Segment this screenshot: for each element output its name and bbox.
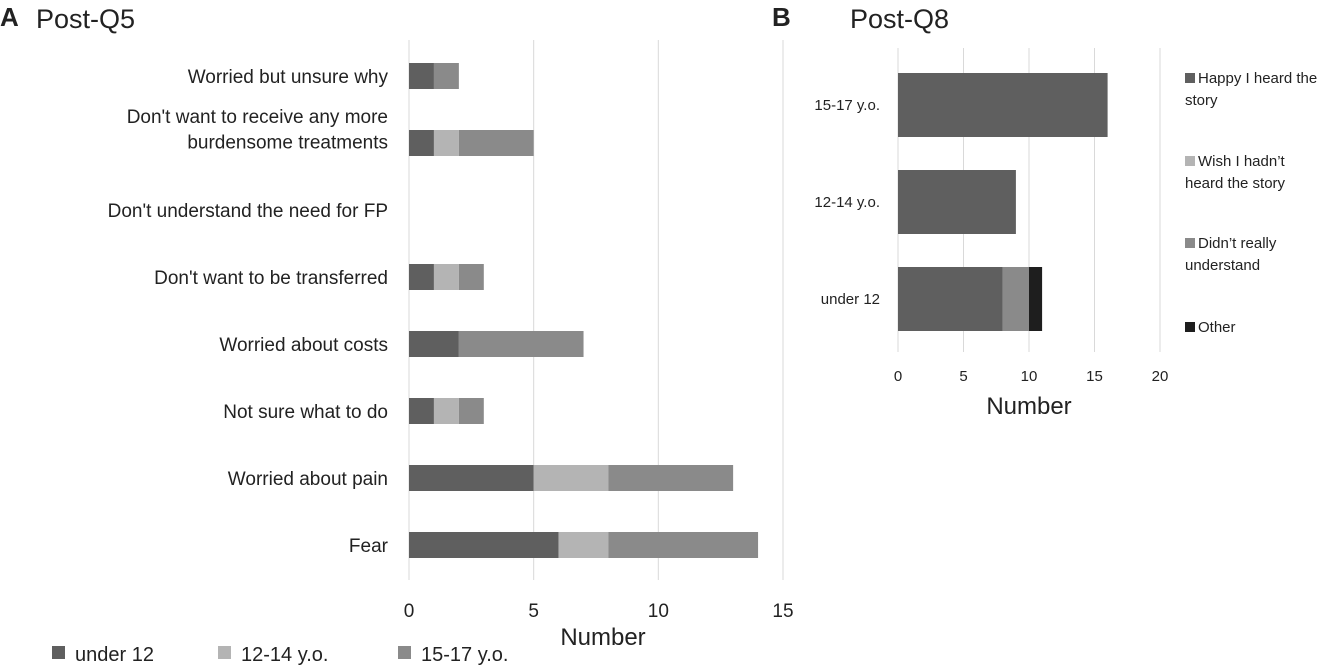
panel-a-bar-segment xyxy=(558,532,609,558)
panel-b-title: Post-Q8 xyxy=(850,4,949,34)
panel-a-legend-swatch xyxy=(52,646,65,659)
panel-a-xtick-label: 15 xyxy=(772,601,793,622)
panel-b-category-label: 12-14 y.o. xyxy=(814,194,880,211)
panel-a-letter: A xyxy=(0,2,19,32)
panel-b-category-label: 15-17 y.o. xyxy=(814,97,880,114)
panel-b-legend-swatch xyxy=(1185,73,1195,83)
panel-b-bar-segment xyxy=(898,73,1108,137)
panel-a-xtick-label: 0 xyxy=(404,601,415,622)
panel-a-bar-segment xyxy=(409,264,434,290)
panel-a-bar-segment xyxy=(409,130,434,156)
panel-b-legend-swatch xyxy=(1185,156,1195,166)
panel-b-legend-swatch xyxy=(1185,322,1195,332)
panel-a-bar-segment xyxy=(608,465,734,491)
panel-a-bar-segment xyxy=(409,63,434,89)
panel-a-legend-swatch xyxy=(398,646,411,659)
panel-a-legend-swatch xyxy=(218,646,231,659)
panel-b-xtick-label: 5 xyxy=(959,368,967,385)
panel-a-bar-segment xyxy=(433,398,459,424)
panel-b-bar-segment xyxy=(1029,267,1043,331)
panel-a-bar-segment xyxy=(433,130,459,156)
panel-b-legend-swatch xyxy=(1185,238,1195,248)
panel-b-legend-label: Other xyxy=(1198,319,1236,336)
panel-a-legend-label: 15-17 y.o. xyxy=(421,644,508,666)
panel-a-xtick-label: 5 xyxy=(528,601,539,622)
panel-a-legend-label: 12-14 y.o. xyxy=(241,644,328,666)
panel-a-category-label: Not sure what to do xyxy=(223,402,388,423)
panel-b-xlabel: Number xyxy=(986,393,1071,420)
panel-a-category-label: Don't want to receive any more burdensome… xyxy=(127,107,388,154)
panel-a-bar-segment xyxy=(433,63,459,89)
panel-a-bar-segment xyxy=(409,465,534,491)
panel-a-bar-segment xyxy=(608,532,759,558)
panel-b-legend-label: Didn’t really understand xyxy=(1185,235,1277,274)
panel-b-bar-segment xyxy=(1002,267,1029,331)
panel-b-category-label: under 12 xyxy=(821,291,880,308)
panel-b-bar-segment xyxy=(898,267,1003,331)
panel-a-bar-segment xyxy=(458,398,484,424)
panel-a-category-label: Fear xyxy=(349,536,389,557)
panel-a-bar-segment xyxy=(458,264,484,290)
panel-a-bar-segment xyxy=(409,532,559,558)
panel-a-xlabel: Number xyxy=(560,624,645,651)
panel-b-xtick-label: 15 xyxy=(1086,368,1103,385)
panel-b-letter: B xyxy=(772,2,791,32)
panel-a-category-label: Worried but unsure why xyxy=(188,67,389,88)
panel-a-category-label: Worried about costs xyxy=(219,335,388,356)
panel-b-bar-segment xyxy=(898,170,1016,234)
panel-a-title: Post-Q5 xyxy=(36,4,135,34)
panel-b-legend-label: Happy I heard the story xyxy=(1185,70,1317,109)
panel-b-legend-label: Wish I hadn’t heard the story xyxy=(1185,153,1286,192)
panel-a-category-label: Worried about pain xyxy=(228,469,388,490)
panel-b-xtick-label: 20 xyxy=(1152,368,1169,385)
panel-a-bar-segment xyxy=(458,331,584,357)
panel-a-category-label: Don't understand the need for FP xyxy=(108,201,388,222)
panel-a-plot: 0 5 10 15 Worried but unsure why Don't want t… xyxy=(52,40,794,666)
panel-b-xtick-label: 0 xyxy=(894,368,902,385)
panel-a-category-label: Don't want to be transferred xyxy=(154,268,388,289)
panel-a-bar-segment xyxy=(433,264,459,290)
panel-a-legend-label: under 12 xyxy=(75,644,154,666)
panel-a-xtick-label: 10 xyxy=(648,601,669,622)
panel-b-xtick-label: 10 xyxy=(1021,368,1038,385)
panel-a-bar-segment xyxy=(409,331,459,357)
panel-a-bar-segment xyxy=(409,398,434,424)
panel-b-plot: 0 5 10 15 20 15-17 y.o. 12-14 y.o. under 12 Happ… xyxy=(814,48,1317,385)
panel-a-bar-segment xyxy=(458,130,534,156)
panel-a-bar-segment xyxy=(533,465,609,491)
